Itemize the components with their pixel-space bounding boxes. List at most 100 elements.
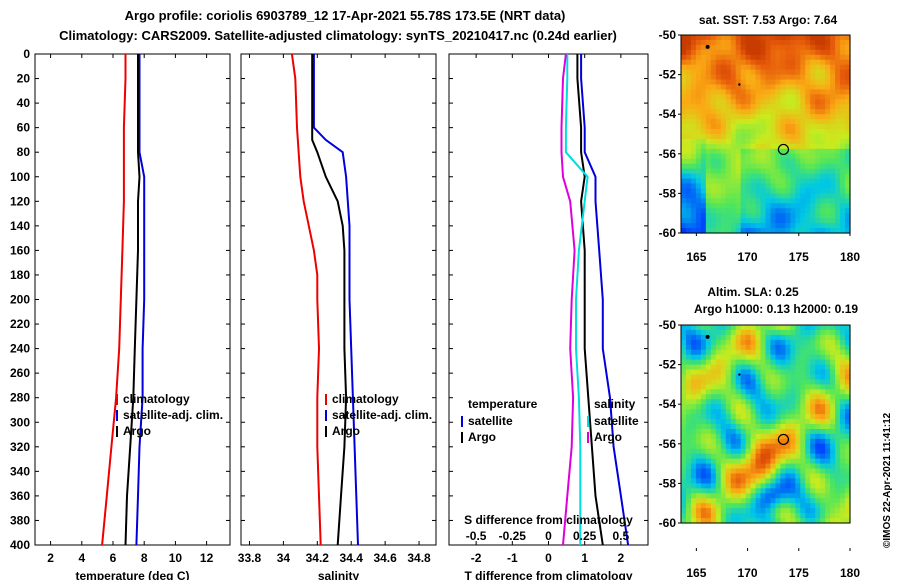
map-cell <box>745 389 752 395</box>
map-cell <box>690 478 697 484</box>
map-cell <box>785 84 791 91</box>
map-cell <box>750 44 757 51</box>
series-line-satellite-adj-clim- <box>135 54 146 546</box>
map-cell <box>720 79 727 86</box>
map-cell <box>725 64 732 71</box>
map-cell <box>705 228 712 234</box>
map-cell <box>820 203 826 209</box>
map-cell <box>805 109 811 115</box>
map-cell <box>705 463 712 470</box>
map-cell <box>805 193 811 199</box>
map-cell <box>750 168 757 175</box>
map-cell <box>765 483 772 489</box>
map-cell <box>825 148 831 155</box>
map-cell <box>705 64 712 71</box>
map-cell <box>810 223 816 229</box>
map-cell <box>685 163 692 170</box>
map-cell <box>740 488 747 494</box>
map-cell <box>695 44 702 51</box>
map-cell <box>780 183 786 190</box>
map-cell <box>805 94 811 100</box>
map-cell <box>760 468 767 475</box>
map-cell <box>720 163 727 170</box>
map-cell <box>800 99 806 105</box>
map-cell <box>705 389 712 395</box>
map-cell <box>690 74 697 81</box>
map-cell <box>790 49 796 56</box>
map-cell <box>685 468 692 475</box>
map-cell <box>790 369 796 376</box>
map-cell <box>750 513 757 519</box>
map-cell <box>760 438 767 445</box>
map-cell <box>800 223 806 229</box>
map-cell <box>800 483 806 489</box>
map-cell <box>830 369 836 376</box>
map-cell <box>735 228 742 234</box>
map-cell <box>730 339 737 346</box>
map-cell <box>690 94 697 100</box>
map-cell <box>740 143 747 150</box>
map-cell <box>681 354 687 361</box>
map-cell <box>805 518 811 524</box>
map-cell <box>681 483 687 489</box>
map-cell <box>805 384 811 390</box>
map-cell <box>755 89 762 95</box>
map-cell <box>681 364 687 371</box>
map-cell <box>745 513 752 519</box>
map-cell <box>815 463 821 470</box>
map-cell <box>805 124 811 130</box>
map-cell <box>825 503 831 509</box>
map-cell <box>760 359 767 366</box>
map-cell <box>825 409 831 415</box>
map-cell <box>790 79 796 86</box>
map-title: Altim. SLA: 0.25 <box>707 285 799 299</box>
map-cell <box>735 394 742 400</box>
map-cell <box>790 84 796 91</box>
map-cell <box>810 218 816 224</box>
map-cell <box>790 409 796 415</box>
map-cell <box>765 443 772 450</box>
map-cell <box>770 374 777 381</box>
map-cell <box>780 518 786 524</box>
map-cell <box>750 428 757 435</box>
map-cell <box>825 69 831 76</box>
map-cell <box>700 114 707 120</box>
map-cell <box>800 473 806 480</box>
map-cell <box>795 349 801 356</box>
map-cell <box>685 325 692 331</box>
map-cell <box>815 513 821 519</box>
map-cell <box>745 369 752 376</box>
map-cell <box>845 168 851 175</box>
map-cell <box>750 79 757 86</box>
map-cell <box>805 138 811 145</box>
series-line-argo <box>311 54 348 546</box>
map-cell <box>815 369 821 376</box>
map-cell <box>705 99 712 105</box>
map-cell <box>830 193 836 199</box>
map-cell <box>780 463 786 470</box>
map-cell <box>820 468 826 475</box>
map-cell <box>735 153 742 160</box>
map-cell <box>685 59 692 66</box>
map-cell <box>815 359 821 366</box>
map-cell <box>750 94 757 100</box>
map-cell <box>745 478 752 484</box>
map-cell <box>725 104 732 110</box>
map-cell <box>770 198 777 204</box>
map-cell <box>760 498 767 504</box>
map-cell <box>755 419 762 425</box>
map-cell <box>755 443 762 450</box>
map-cell <box>825 124 831 130</box>
map-cell <box>740 188 747 194</box>
map-cell <box>725 84 732 91</box>
map-cell <box>810 369 816 376</box>
map-cell <box>690 409 697 415</box>
map-cell <box>835 349 841 356</box>
map-cell <box>840 354 846 361</box>
legend-label: climatology <box>332 392 399 406</box>
map-cell <box>780 94 786 100</box>
map-cell <box>845 109 851 115</box>
map-cell <box>810 74 816 81</box>
map-cell <box>695 513 702 519</box>
map-cell <box>825 84 831 91</box>
